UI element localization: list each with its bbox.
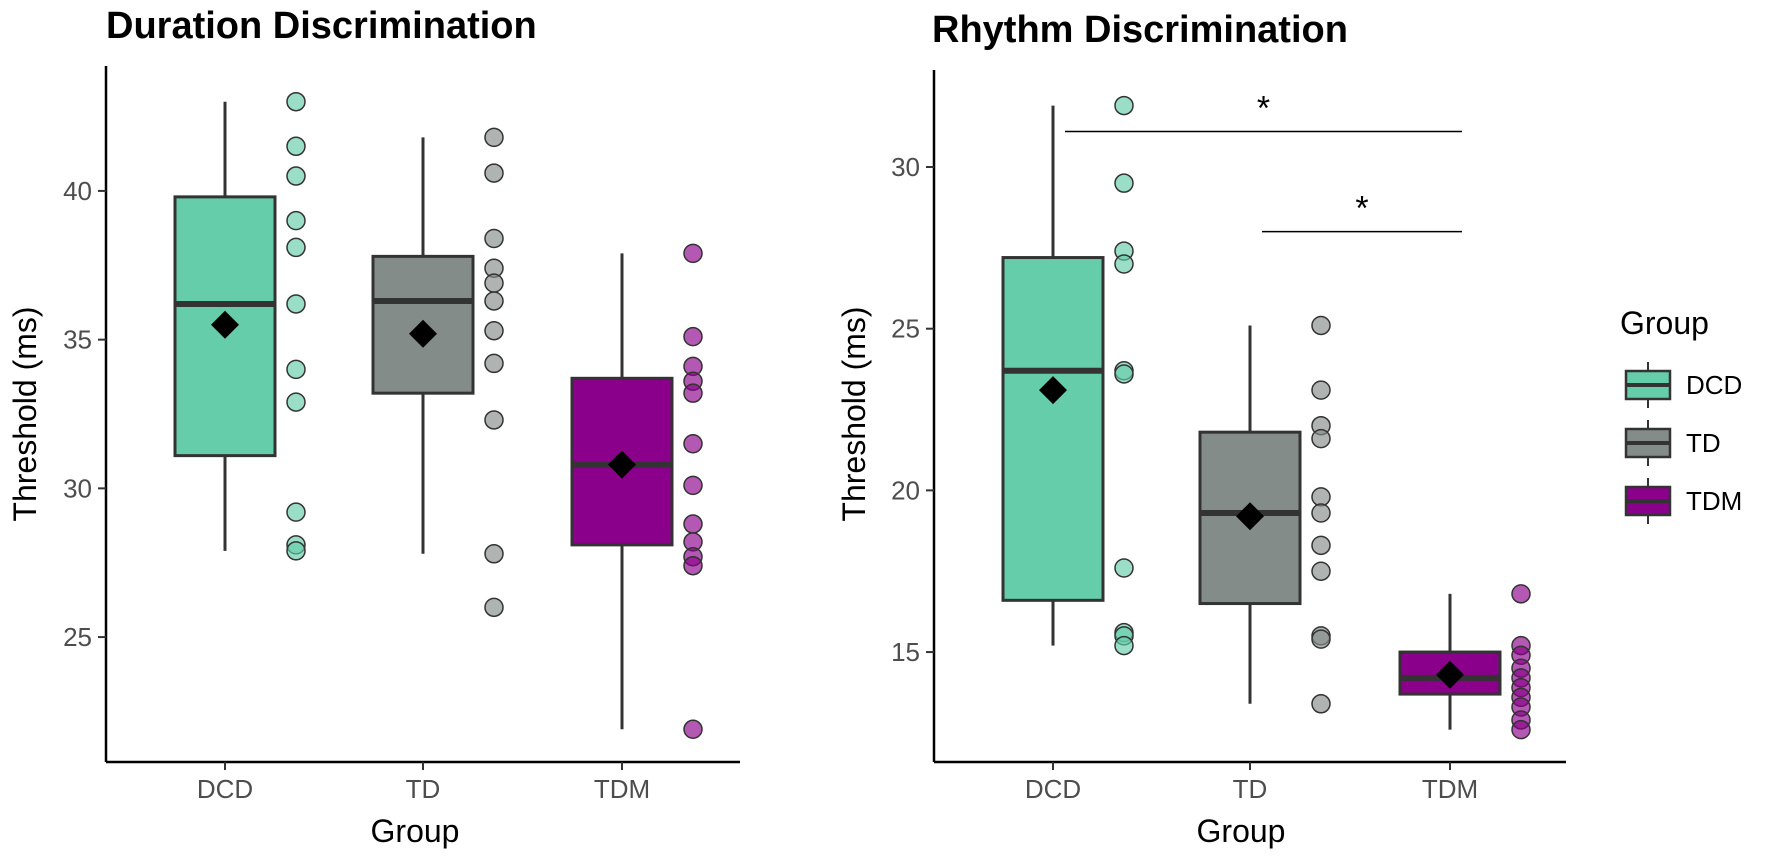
rhythm-tdm-mean-marker	[1436, 660, 1464, 689]
duration-td-data-point	[484, 163, 504, 183]
legend-label-tdm: TDM	[1686, 486, 1742, 516]
duration-dcd-data-point	[286, 91, 306, 112]
duration-dcd-mean-marker	[211, 310, 239, 339]
duration-dcd-data-point	[286, 541, 306, 561]
rhythm-plot-area: 15 20 25 30 DCD TD TDM * *	[891, 70, 1566, 804]
duration-x-tick-label: TD	[406, 774, 441, 804]
duration-tdm-data-point	[683, 514, 703, 534]
legend: Group DCD TD TDM	[1620, 305, 1742, 524]
duration-y-tick-label: 35	[63, 325, 92, 355]
duration-dcd-data-point	[286, 136, 306, 157]
legend-label-td: TD	[1686, 428, 1721, 458]
duration-td-data-point	[484, 273, 504, 293]
rhythm-tdm-data-point	[1511, 719, 1531, 740]
rhythm-y-tick-label: 20	[891, 475, 920, 505]
duration-td-data-point	[484, 544, 504, 564]
rhythm-td-data-point	[1311, 561, 1331, 581]
rhythm-dcd-data-point	[1114, 635, 1134, 656]
rhythm-td-data-point	[1311, 487, 1331, 507]
rhythm-td-data-point	[1311, 503, 1331, 523]
rhythm-td-data-point	[1311, 535, 1331, 556]
duration-x-axis-label: Group	[371, 813, 460, 849]
duration-td-data-point	[484, 597, 504, 618]
duration-dcd-data-point	[286, 166, 306, 186]
rhythm-td-mean-marker	[1236, 502, 1264, 531]
duration-y-tick-label: 25	[63, 622, 92, 652]
rhythm-y-axis-label: Threshold (ms)	[836, 306, 872, 521]
rhythm-dcd-data-point	[1114, 173, 1134, 193]
rhythm-dcd-data-point	[1114, 364, 1134, 384]
duration-y-tick-label: 30	[63, 473, 92, 503]
rhythm-x-tick-label: DCD	[1025, 774, 1081, 804]
duration-y-axis-label: Threshold (ms)	[7, 306, 43, 521]
duration-dcd-data-point	[286, 210, 306, 231]
duration-td-data-point	[484, 353, 504, 374]
duration-x-tick-label: TDM	[594, 774, 650, 804]
duration-plot-area: 25 30 35 40 DCD TD TDM	[63, 66, 740, 804]
duration-tdm-data-point	[683, 383, 703, 403]
rhythm-tdm-data-point	[1511, 584, 1531, 604]
rhythm-title: Rhythm Discrimination	[932, 9, 1348, 51]
duration-td-data-point	[484, 228, 504, 249]
rhythm-significance-label: *	[1257, 89, 1270, 127]
duration-dcd-data-point	[286, 392, 306, 412]
rhythm-dcd-data-point	[1114, 95, 1134, 116]
rhythm-dcd-box	[1001, 256, 1105, 602]
duration-tdm-data-point	[683, 433, 703, 454]
duration-dcd-data-point	[286, 237, 306, 258]
duration-td-data-point	[484, 320, 504, 341]
duration-tdm-data-point	[683, 719, 703, 740]
duration-tdm-data-point	[683, 326, 703, 347]
legend-label-dcd: DCD	[1686, 370, 1742, 400]
duration-dcd-data-point	[286, 359, 306, 380]
rhythm-dcd-mean-marker	[1039, 376, 1067, 405]
rhythm-y-tick-label: 30	[891, 152, 920, 182]
rhythm-td-data-point	[1311, 380, 1331, 400]
duration-td-data-point	[484, 127, 504, 148]
rhythm-td-data-point	[1311, 315, 1331, 336]
rhythm-panel: Rhythm Discrimination Group Threshold (m…	[836, 9, 1566, 849]
duration-td-data-point	[484, 291, 504, 311]
rhythm-significance-label: *	[1355, 190, 1368, 228]
duration-tdm-data-point	[683, 555, 703, 576]
duration-dcd-data-point	[286, 294, 306, 314]
duration-title: Duration Discrimination	[106, 5, 537, 47]
duration-td-data-point	[484, 410, 504, 430]
rhythm-td-data-point	[1311, 629, 1331, 649]
rhythm-y-tick-label: 15	[891, 637, 920, 667]
legend-title: Group	[1620, 305, 1709, 341]
rhythm-dcd-data-point	[1114, 558, 1134, 578]
rhythm-x-tick-label: TD	[1233, 774, 1268, 804]
rhythm-td-data-point	[1311, 694, 1331, 714]
duration-panel: Duration Discrimination Group Threshold …	[7, 5, 740, 849]
rhythm-td-data-point	[1311, 428, 1331, 449]
duration-td-mean-marker	[409, 319, 437, 348]
rhythm-dcd-data-point	[1114, 254, 1134, 274]
duration-dcd-data-point	[286, 502, 306, 522]
duration-tdm-data-point	[683, 475, 703, 496]
duration-tdm-mean-marker	[608, 450, 636, 479]
rhythm-y-tick-label: 25	[891, 314, 920, 344]
rhythm-x-tick-label: TDM	[1422, 774, 1478, 804]
rhythm-x-axis-label: Group	[1197, 813, 1286, 849]
duration-y-tick-label: 40	[63, 176, 92, 206]
duration-x-tick-label: DCD	[197, 774, 253, 804]
duration-tdm-data-point	[683, 243, 703, 264]
